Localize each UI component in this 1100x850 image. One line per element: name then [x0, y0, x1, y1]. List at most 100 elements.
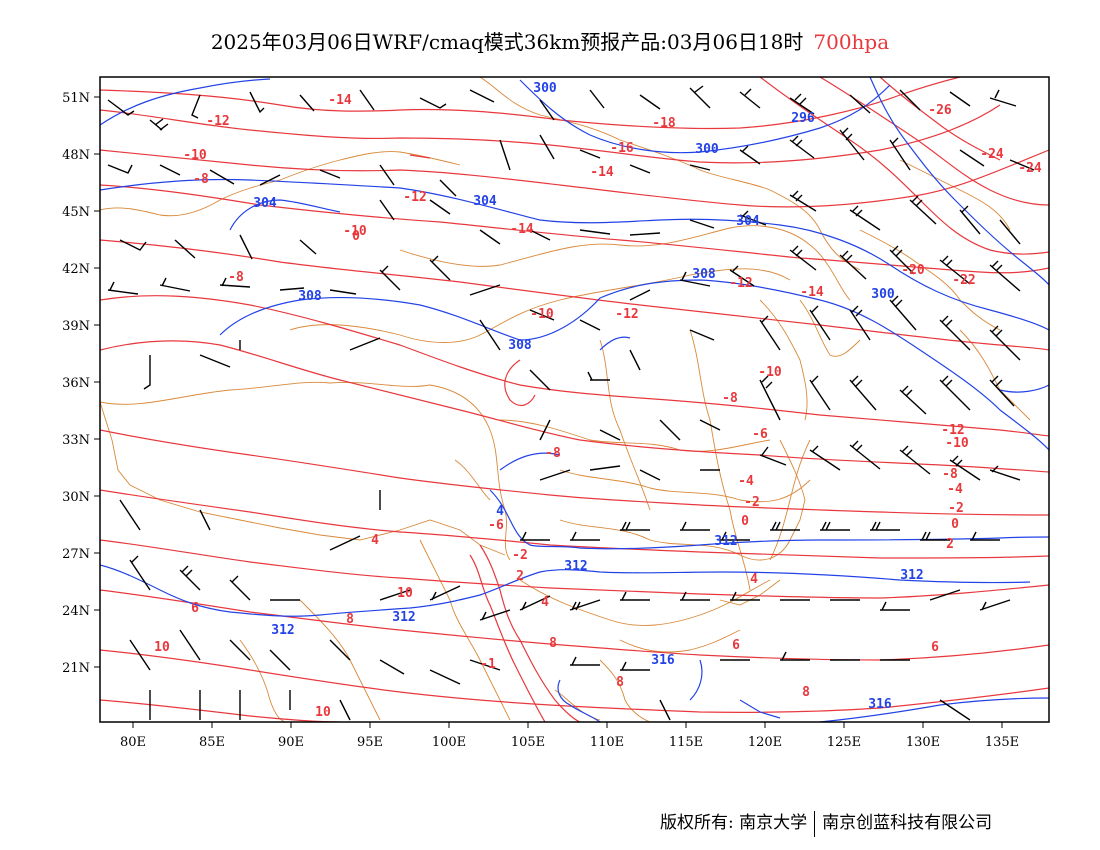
temperature-contour-label: -18: [652, 116, 676, 131]
height-contour-label: 300: [871, 287, 895, 302]
temperature-contour-label: 4: [371, 533, 379, 548]
temperature-contour-label: 2: [946, 537, 954, 552]
temperature-contour-label: -26: [928, 103, 952, 118]
height-contour-label: 296: [791, 111, 815, 126]
lat-tick-label: 24N: [62, 604, 90, 619]
temperature-contour-label: 10: [397, 586, 413, 601]
temperature-contour-label: 2: [516, 569, 524, 584]
height-contour-label: 308: [298, 289, 322, 304]
height-contour-label: 312: [271, 623, 294, 638]
temperature-contour-label: 4: [541, 595, 549, 610]
temperature-contour-label: -14: [590, 165, 614, 180]
temperature-contour-label: -24: [980, 147, 1004, 162]
height-contour-label: 4: [496, 504, 504, 519]
temperature-contour-label: -1: [480, 657, 496, 672]
lon-tick-label: 115E: [669, 735, 703, 750]
temperature-contour-label: -12: [615, 307, 638, 322]
height-contour-label: 312: [564, 559, 587, 574]
lon-tick-label: 85E: [199, 735, 225, 750]
footer-credits: 版权所有: 南京大学 南京创蓝科技有限公司: [660, 808, 992, 837]
wind-barbs: [107, 85, 1035, 721]
temperature-contour-label: -8: [228, 270, 244, 285]
lat-tick-label: 30N: [62, 490, 90, 505]
lon-tick-label: 110E: [590, 735, 624, 750]
temperature-contour-label: 0: [741, 514, 749, 529]
lat-tick-label: 27N: [62, 547, 90, 562]
footer-separator: [814, 810, 816, 837]
temperature-contour-label: -6: [488, 518, 504, 533]
lon-tick-label: 95E: [357, 735, 383, 750]
title-level: 700hpa: [813, 30, 890, 54]
temperature-contour-label: -16: [610, 141, 634, 156]
lat-tick-label: 45N: [62, 205, 90, 220]
lat-tick-label: 39N: [62, 319, 90, 334]
height-contour-label: 312: [714, 534, 737, 549]
map-border: [99, 76, 1050, 723]
height-contour-label: 316: [868, 697, 892, 712]
chart-title: 2025年03月06日WRF/cmaq模式36km预报产品:03月06日18时 7…: [0, 26, 1100, 55]
lat-tick-label: 48N: [62, 148, 90, 163]
temperature-contour-label: -6: [752, 427, 768, 442]
temperature-contour-label: -14: [510, 222, 534, 237]
temperature-contour-label: -12: [403, 190, 426, 205]
longitude-axis: 80E 85E 90E 95E 100E 105E 110E 115E 120E 125E 130E…: [120, 722, 1019, 750]
temperature-contour-label: -8: [942, 467, 958, 482]
lat-tick-label: 36N: [62, 376, 90, 391]
temperature-contour-label: 10: [315, 705, 331, 720]
temperature-contour-label: 6: [732, 638, 740, 653]
lat-tick-label: 33N: [62, 433, 90, 448]
lat-tick-label: 51N: [62, 91, 90, 106]
height-label-layer: 300 296 300 304 304 304 308 300 308 308 312 312 312 3…: [253, 81, 923, 712]
temperature-contour-label: 8: [346, 612, 354, 627]
title-main: 2025年03月06日WRF/cmaq模式36km预报产品:03月06日18时: [210, 30, 804, 54]
temperature-contour-label: -22: [952, 273, 975, 288]
height-contour-label: 316: [651, 653, 675, 668]
temperature-contour-label: -10: [945, 436, 969, 451]
temperature-contour-label: 10: [154, 640, 170, 655]
temperature-contour-label: -10: [183, 148, 207, 163]
temperature-contour-label: -10: [343, 224, 367, 239]
temperature-contour-label: -12: [729, 276, 752, 291]
temperature-contour-label: -4: [947, 482, 963, 497]
temperature-contour-label: -2: [948, 501, 964, 516]
height-contour-label: 308: [692, 267, 716, 282]
temperature-contour-label: -8: [545, 446, 561, 461]
lon-tick-label: 135E: [985, 735, 1019, 750]
latitude-axis: 51N 48N 45N 42N 39N 36N 33N 30N 27N 24N 21N: [62, 91, 100, 676]
temperature-contour-label: 4: [750, 572, 758, 587]
lat-tick-label: 21N: [62, 661, 90, 676]
temperature-contours: [100, 77, 1049, 722]
temperature-contour-label: 8: [549, 636, 557, 651]
temperature-contour-label: 8: [802, 685, 810, 700]
lat-tick-label: 42N: [62, 262, 90, 277]
copyright-text: 版权所有: 南京大学: [660, 813, 808, 833]
height-contour-label: 300: [533, 81, 557, 96]
height-contours: [100, 77, 1049, 722]
height-contour-label: 300: [695, 142, 719, 157]
temperature-contour-label: -8: [722, 391, 738, 406]
lon-tick-label: 80E: [120, 735, 146, 750]
lon-tick-label: 130E: [906, 735, 940, 750]
temperature-label-layer: -14-12-10-8-18-16-14-12-10 -14-26-24-24-2…: [154, 93, 1042, 720]
temperature-contour-label: -2: [512, 548, 528, 563]
temperature-contour-label: -14: [328, 93, 352, 108]
temperature-contour-label: -2: [744, 495, 760, 510]
height-contour-label: 312: [392, 610, 415, 625]
temperature-contour-label: 6: [191, 601, 199, 616]
lon-tick-label: 120E: [748, 735, 782, 750]
temperature-contour-label: -4: [738, 474, 754, 489]
temperature-contour-label: -10: [758, 365, 782, 380]
temperature-contour-label: -24: [1018, 161, 1042, 176]
lon-tick-label: 105E: [511, 735, 545, 750]
height-contour-label: 308: [508, 338, 532, 353]
lon-tick-label: 100E: [432, 735, 466, 750]
temperature-contour-label: -14: [800, 285, 824, 300]
temperature-contour-label: -12: [941, 423, 964, 438]
temperature-contour-label: 0: [352, 229, 360, 244]
temperature-contour-label: -8: [193, 172, 209, 187]
height-contour-label: 304: [473, 194, 497, 209]
height-contour-label: 312: [900, 568, 923, 583]
temperature-contour-label: -10: [530, 307, 554, 322]
border-lines: [100, 77, 1031, 722]
